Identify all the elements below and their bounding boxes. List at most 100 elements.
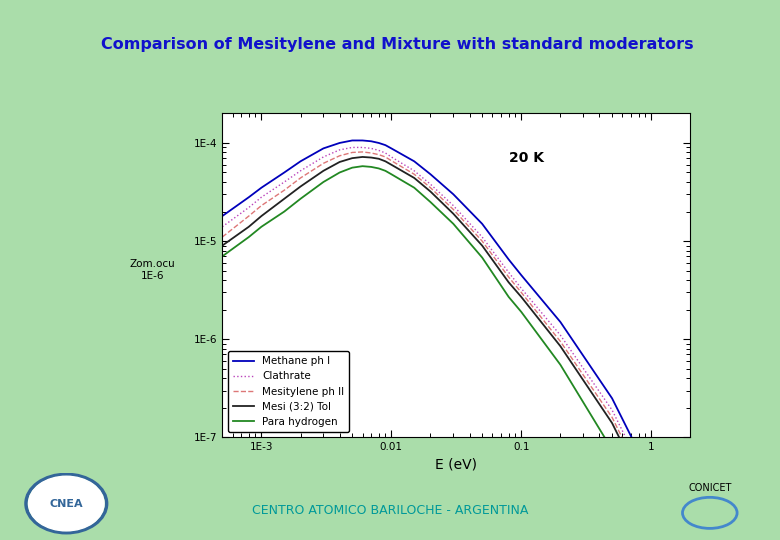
Circle shape [29, 476, 104, 531]
Para hydrogen [244, 234, 254, 240]
Text: 20 K: 20 K [509, 151, 544, 165]
Para hydrogen [426, 199, 435, 205]
Clathrate [257, 194, 266, 200]
Para hydrogen [608, 447, 617, 453]
Clathrate [319, 154, 328, 160]
Clathrate [358, 144, 367, 151]
Mesi (3:2) Tol [647, 499, 656, 505]
Methane ph I [244, 194, 254, 200]
Mesi (3:2) Tol [410, 175, 419, 181]
Para hydrogen [477, 254, 487, 261]
Clathrate [279, 179, 289, 185]
Methane ph I [555, 319, 565, 325]
Methane ph I [516, 272, 526, 279]
Mesitylene ph II [504, 274, 513, 280]
Mesitylene ph II [358, 148, 367, 155]
Para hydrogen [319, 179, 328, 185]
Mesi (3:2) Tol [367, 154, 376, 161]
Clathrate [296, 167, 305, 174]
Mesitylene ph II [381, 154, 390, 160]
Mesitylene ph II [244, 213, 254, 219]
Mesitylene ph II [335, 152, 344, 159]
Methane ph I [477, 220, 487, 227]
Mesi (3:2) Tol [335, 159, 344, 165]
Methane ph I [669, 515, 679, 522]
Mesitylene ph II [448, 206, 458, 213]
Para hydrogen [257, 224, 266, 230]
Para hydrogen [387, 171, 396, 178]
Methane ph I [335, 140, 344, 146]
Clathrate [647, 485, 656, 492]
Mesi (3:2) Tol [319, 167, 328, 174]
Clathrate [477, 234, 487, 240]
Line: Para hydrogen: Para hydrogen [222, 166, 674, 540]
Mesitylene ph II [647, 493, 656, 500]
Mesitylene ph II [218, 234, 227, 240]
Clathrate [335, 147, 344, 153]
Clathrate [374, 147, 384, 153]
Methane ph I [387, 145, 396, 152]
Mesitylene ph II [296, 175, 305, 181]
Para hydrogen [348, 164, 357, 171]
Clathrate [555, 332, 565, 339]
Mesi (3:2) Tol [387, 161, 396, 168]
Methane ph I [504, 256, 513, 262]
Para hydrogen [504, 294, 513, 300]
Legend: Methane ph I, Clathrate, Mesitylene ph II, Mesi (3:2) Tol, Para hydrogen: Methane ph I, Clathrate, Mesitylene ph I… [228, 351, 349, 432]
Clathrate [426, 181, 435, 187]
Mesitylene ph II [367, 150, 376, 156]
Mesitylene ph II [516, 289, 526, 296]
Para hydrogen [296, 195, 305, 202]
Mesi (3:2) Tol [608, 420, 617, 426]
Mesitylene ph II [387, 158, 396, 164]
Methane ph I [319, 145, 328, 152]
Mesi (3:2) Tol [296, 183, 305, 190]
Mesitylene ph II [669, 537, 679, 540]
Methane ph I [257, 185, 266, 191]
Methane ph I [647, 473, 656, 480]
Line: Mesi (3:2) Tol: Mesi (3:2) Tol [222, 157, 674, 540]
Para hydrogen [555, 361, 565, 368]
Mesitylene ph II [257, 202, 266, 209]
Mesitylene ph II [410, 171, 419, 178]
Text: Comparison of Mesitylene and Mixture with standard moderators: Comparison of Mesitylene and Mixture wit… [101, 37, 694, 52]
Mesi (3:2) Tol [477, 242, 487, 249]
Mesi (3:2) Tol [381, 158, 390, 165]
X-axis label: E (eV): E (eV) [435, 458, 477, 472]
Mesi (3:2) Tol [374, 156, 384, 162]
Para hydrogen [448, 220, 458, 227]
Text: CENTRO ATOMICO BARILOCHE - ARGENTINA: CENTRO ATOMICO BARILOCHE - ARGENTINA [252, 504, 528, 517]
Mesitylene ph II [555, 338, 565, 345]
Clathrate [218, 224, 227, 230]
Mesi (3:2) Tol [244, 224, 254, 230]
Mesi (3:2) Tol [218, 242, 227, 249]
Mesi (3:2) Tol [448, 211, 458, 217]
Mesitylene ph II [426, 185, 435, 191]
Clathrate [381, 150, 390, 156]
Text: Zom.ocu
1E-6: Zom.ocu 1E-6 [129, 259, 175, 281]
Para hydrogen [516, 309, 526, 315]
Clathrate [448, 202, 458, 209]
Mesi (3:2) Tol [426, 188, 435, 195]
Clathrate [516, 285, 526, 292]
Methane ph I [296, 158, 305, 165]
Mesitylene ph II [374, 151, 384, 158]
Methane ph I [381, 142, 390, 149]
Line: Clathrate: Clathrate [222, 147, 674, 531]
Clathrate [348, 144, 357, 151]
Mesitylene ph II [279, 187, 289, 193]
Para hydrogen [367, 164, 376, 170]
Clathrate [410, 167, 419, 174]
Mesitylene ph II [348, 149, 357, 156]
Methane ph I [426, 171, 435, 178]
Mesi (3:2) Tol [257, 213, 266, 219]
Clathrate [367, 145, 376, 152]
Mesi (3:2) Tol [504, 279, 513, 286]
Methane ph I [374, 140, 384, 146]
Para hydrogen [279, 208, 289, 215]
Methane ph I [358, 137, 367, 144]
Methane ph I [448, 191, 458, 198]
Mesitylene ph II [477, 238, 487, 244]
Mesitylene ph II [608, 414, 617, 421]
Methane ph I [218, 213, 227, 219]
